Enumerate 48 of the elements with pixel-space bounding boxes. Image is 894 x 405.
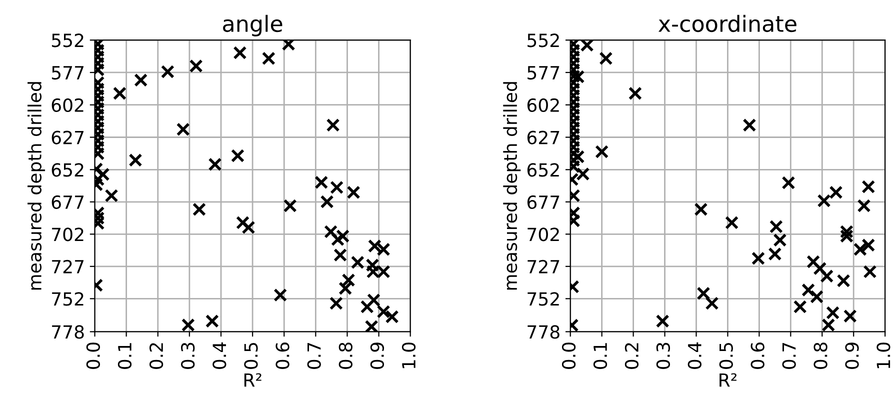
x-tick-label: 0.0 <box>562 342 576 369</box>
x-tick-label: 0.1 <box>593 343 608 369</box>
x-tick-label: 0.1 <box>118 343 132 369</box>
y-tick-label: 677 <box>52 195 84 210</box>
x-tick-label: 0.2 <box>624 343 639 369</box>
x-tick-label: 0.3 <box>656 342 670 369</box>
y-tick-label: 552 <box>52 34 84 48</box>
x-tick-label: 0.2 <box>149 343 164 369</box>
y-tick-label: 752 <box>528 292 559 306</box>
y-tick-label: 727 <box>528 260 560 274</box>
x-tick-label: 0.5 <box>244 342 258 369</box>
y-tick-label: 727 <box>52 260 84 274</box>
y-tick-label: 752 <box>52 292 84 306</box>
x-tick-label: 0.6 <box>276 342 290 369</box>
x-tick-label: 1.0 <box>402 342 416 368</box>
chart-title: angle <box>223 14 282 36</box>
x-tick-label: 0.4 <box>688 342 702 369</box>
y-tick-label: 602 <box>52 98 84 112</box>
y-tick-label: 702 <box>528 228 559 242</box>
y-tick-label: 677 <box>527 195 560 210</box>
x-tick-label: 0.7 <box>307 342 321 369</box>
x-tick-label: 0.7 <box>782 342 796 369</box>
y-tick-label: 552 <box>528 34 559 48</box>
y-tick-label: 778 <box>528 325 560 339</box>
y-tick-label: 652 <box>527 163 559 177</box>
x-tick-label: 0.8 <box>338 342 352 369</box>
x-tick-label: 0.6 <box>750 342 764 369</box>
y-tick-label: 577 <box>52 66 84 80</box>
x-tick-label: 0.3 <box>181 342 195 369</box>
x-tick-label: 0.8 <box>814 342 828 369</box>
y-tick-label: 652 <box>52 163 84 177</box>
x-tick-label: 0.9 <box>370 342 384 369</box>
chart-title: x-coordinate <box>658 14 796 32</box>
x-tick-label: 0.9 <box>845 342 859 369</box>
y-axis-title: measured depth drilled <box>503 82 521 290</box>
y-tick-label: 702 <box>52 228 84 242</box>
x-axis-title: R² <box>720 373 736 387</box>
y-tick-label: 627 <box>52 130 84 144</box>
y-axis-title: measured depth drilled <box>28 82 46 290</box>
x-tick-label: 0.5 <box>719 342 733 369</box>
y-tick-label: 778 <box>52 325 84 339</box>
x-axis-title: R² <box>244 373 262 387</box>
x-tick-label: 0.4 <box>212 342 226 369</box>
y-tick-label: 627 <box>527 130 560 144</box>
y-tick-label: 577 <box>528 66 560 80</box>
x-tick-label: 1.0 <box>876 342 890 368</box>
x-tick-label: 0.0 <box>86 342 100 369</box>
y-tick-label: 602 <box>527 98 559 112</box>
